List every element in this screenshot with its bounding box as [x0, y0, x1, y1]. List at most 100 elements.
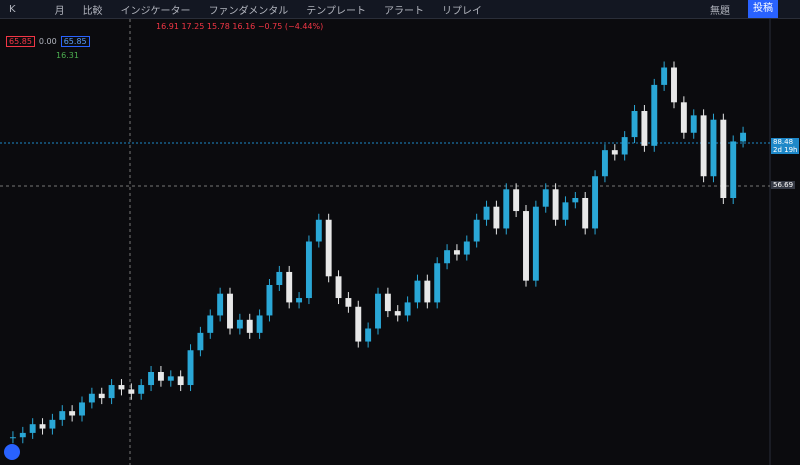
toolbar-item[interactable]: テンプレート	[306, 5, 366, 17]
toolbar-item[interactable]: ファンダメンタル	[208, 5, 289, 17]
toolbar-item[interactable]: 比較	[82, 5, 103, 17]
candle-body	[69, 411, 76, 416]
candle-body	[375, 293, 381, 329]
candle-body	[424, 280, 431, 303]
items: 比較 インジケーター ファンダメンタル テンプレート アラート リプレイ	[74, 2, 491, 17]
candle-body	[108, 385, 115, 399]
candle-body	[661, 67, 668, 85]
low: 15.78	[206, 22, 230, 31]
candle-body	[444, 250, 451, 264]
candle-body	[562, 202, 569, 220]
candle-body	[59, 411, 66, 420]
chart	[0, 19, 771, 465]
ask[interactable]: 65.85	[60, 36, 90, 47]
candle-body	[39, 424, 46, 429]
toolbar-item[interactable]: アラート	[383, 5, 424, 17]
candle-body	[207, 315, 214, 333]
candle-body	[335, 276, 342, 299]
candle-body	[118, 385, 125, 390]
candle-body	[523, 211, 529, 281]
legend: 16.91 17.25 15.78 16.16 −0.75 (−4.44%) 6…	[6, 22, 323, 60]
candle-body	[296, 298, 303, 303]
candle-body	[177, 376, 184, 386]
bid[interactable]: 65.85	[6, 36, 35, 47]
toolbar-item[interactable]: インジケーター	[120, 5, 191, 17]
candle-body	[217, 293, 224, 316]
crosshair-price: 56.69	[771, 181, 796, 189]
candle-body	[276, 271, 283, 285]
candle-body	[148, 372, 155, 386]
open: 16.91	[156, 22, 179, 31]
candle-body	[542, 189, 549, 207]
candle-body	[236, 319, 243, 329]
candle-body	[315, 219, 322, 242]
candle-body	[355, 306, 362, 342]
spread: 0.00	[38, 37, 57, 46]
candle-body	[197, 332, 204, 351]
candle-body	[740, 132, 747, 142]
candle-body	[552, 189, 559, 220]
candle-body	[532, 206, 539, 281]
layout-name[interactable]: 無題	[710, 5, 730, 17]
candle-body	[414, 280, 421, 303]
interval[interactable]: 月	[54, 5, 65, 17]
candle-body	[266, 285, 273, 316]
candle-body	[227, 293, 233, 329]
candle-body	[503, 189, 510, 229]
candle-body	[138, 385, 145, 394]
high: 17.25	[181, 22, 205, 31]
candle-body	[473, 219, 480, 242]
candle-body	[651, 84, 658, 146]
candle-body	[256, 315, 263, 333]
candle-body	[29, 424, 36, 433]
candle-body	[463, 241, 470, 255]
candle-body	[611, 150, 618, 155]
candle-body	[582, 198, 589, 229]
candle-body	[730, 141, 737, 198]
close: 16.16	[232, 22, 256, 31]
publish-button[interactable]: 投稿	[748, 0, 778, 18]
candle-body	[680, 102, 687, 133]
candle-body	[641, 111, 648, 146]
candle-body	[631, 111, 638, 138]
candle-body	[365, 328, 372, 342]
candle-body	[700, 115, 707, 177]
change: −0.75 (−4.44%)	[257, 22, 324, 31]
toolbar-item[interactable]: リプレイ	[441, 5, 482, 17]
candle-body	[246, 319, 253, 333]
candle-body	[404, 302, 411, 316]
ma-value: 16.31	[56, 51, 79, 60]
candle-body	[88, 393, 95, 403]
candle-body	[572, 198, 579, 203]
last-price: 88.48 2d 19h	[771, 138, 800, 154]
candle-body	[384, 293, 391, 312]
candle-body	[9, 437, 16, 439]
candle-body	[98, 393, 105, 399]
candle-body	[167, 376, 174, 381]
candle-body	[187, 350, 194, 386]
candles	[9, 61, 747, 444]
logo[interactable]	[4, 444, 20, 460]
candle-body	[671, 67, 677, 103]
symbol[interactable]: K	[9, 3, 16, 15]
candle-body	[325, 219, 332, 277]
candle-body	[592, 176, 599, 229]
candle-body	[128, 389, 135, 394]
candle-body	[394, 311, 401, 316]
candle-body	[483, 206, 490, 220]
toolbar: K 月 比較 インジケーター ファンダメンタル テンプレート アラート リプレイ 無題 投…	[0, 0, 800, 19]
candle-body	[621, 137, 628, 155]
candle-body	[49, 419, 56, 429]
candle-body	[601, 150, 608, 177]
candle-body	[157, 372, 164, 381]
candle-body	[286, 271, 293, 303]
candle-body	[690, 115, 697, 133]
candle-body	[305, 241, 312, 299]
candle-body	[19, 432, 26, 438]
last-price-value: 88.48	[773, 138, 794, 146]
candle-body	[710, 119, 717, 177]
candle-body	[513, 189, 520, 212]
candle-body	[345, 298, 352, 307]
candle-body	[79, 402, 85, 416]
